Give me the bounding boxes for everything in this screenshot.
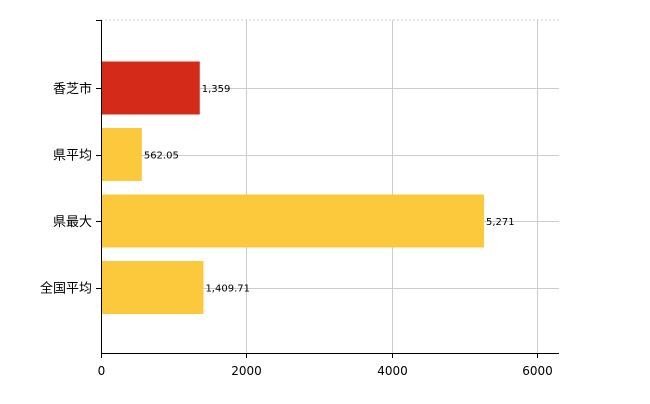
- x-tick-label: 6000: [522, 364, 553, 378]
- bar-value-label: 5,271: [486, 217, 515, 228]
- category-label: 県平均: [53, 149, 92, 164]
- x-tick-label: 2000: [231, 364, 262, 378]
- bar-4: [101, 261, 204, 314]
- bar-value-label: 1,359: [202, 84, 231, 95]
- x-tick-label: 4000: [377, 364, 408, 378]
- category-label: 香芝市: [53, 81, 92, 97]
- bar-2: [101, 128, 142, 181]
- category-label: 県最大: [53, 215, 92, 230]
- bar-3: [101, 194, 485, 248]
- bar-1: [101, 61, 200, 115]
- category-label: 全国平均: [40, 281, 92, 297]
- bar-value-label: 1,409.71: [205, 284, 250, 295]
- bar-value-label: 562.05: [144, 151, 179, 162]
- x-tick-label: 0: [98, 364, 106, 378]
